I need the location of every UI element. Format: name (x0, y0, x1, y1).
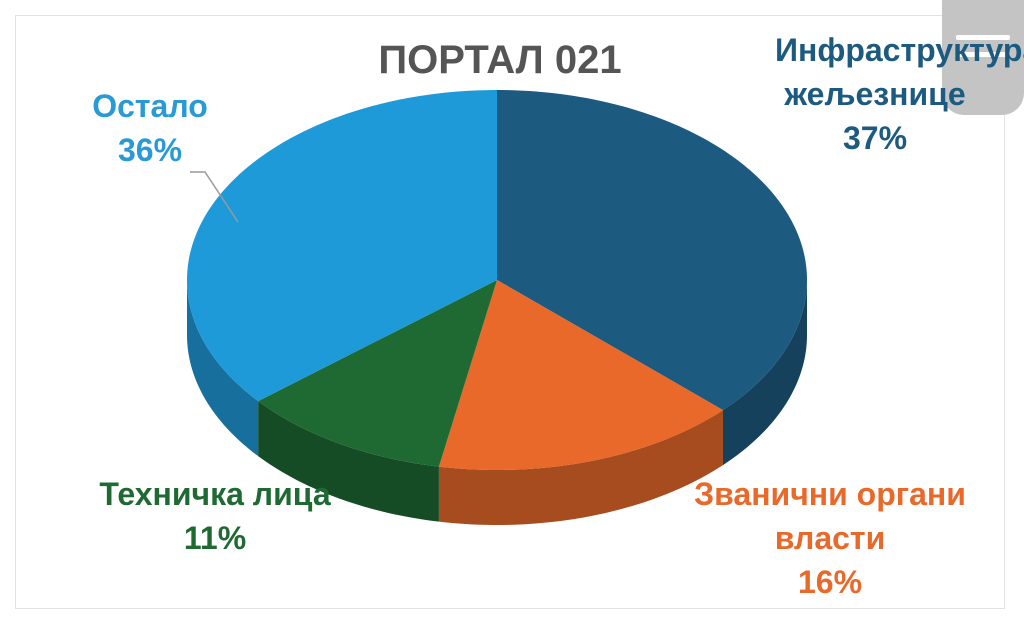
slice-side (258, 401, 439, 522)
slice-label: Званични органи власти 16% (685, 472, 975, 604)
chart-frame (15, 15, 1005, 609)
menu-button[interactable] (942, 0, 1024, 115)
slice-label: Остало 36% (5, 84, 295, 172)
value-label: 11% (183, 520, 247, 556)
category-label: Техничка лица (99, 476, 331, 512)
slice (187, 90, 497, 402)
leader-line (190, 171, 239, 223)
slice-side (187, 280, 259, 457)
category-label: Званични органи власти (694, 476, 966, 556)
menu-line (956, 52, 1010, 57)
slice (497, 90, 807, 411)
slice-side (438, 410, 723, 525)
chart-title: ПОРТАЛ 021 (378, 38, 622, 82)
slice (258, 280, 497, 467)
value-label: 16% (797, 564, 863, 600)
menu-line (956, 35, 1010, 40)
value-label: 36% (117, 132, 183, 168)
slice-side (722, 280, 807, 466)
slice-label: Техничка лица 11% (70, 472, 360, 560)
slice (438, 280, 723, 470)
value-label: 37% (842, 120, 908, 156)
slice-label: Инфраструктура жељезнице 37% (775, 28, 1024, 160)
category-label: Остало (92, 88, 208, 124)
category-label: Инфраструктура жељезнице (775, 32, 1024, 112)
